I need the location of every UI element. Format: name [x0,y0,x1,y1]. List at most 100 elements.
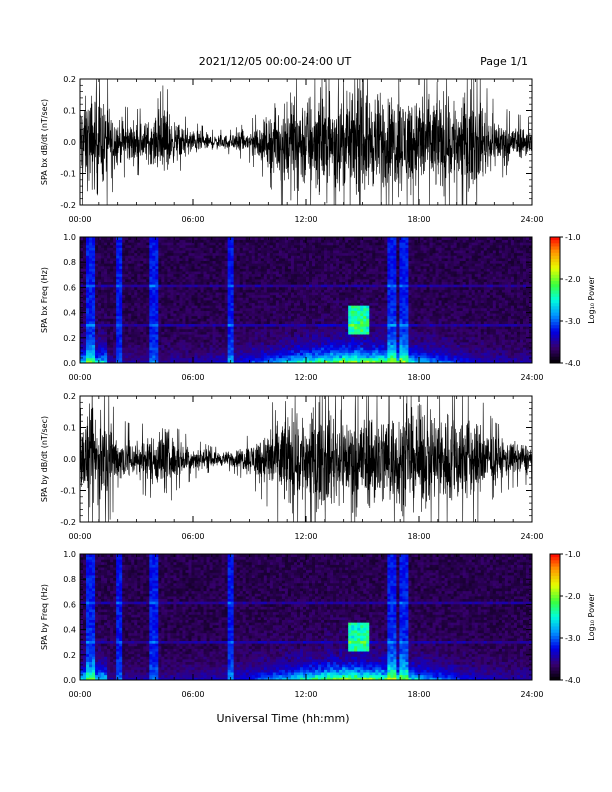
heatmap-cell [381,344,385,348]
heatmap-cell [86,307,90,311]
heatmap-cell [266,247,271,251]
heatmap-cell [149,286,153,290]
heatmap-cell [113,286,117,290]
heatmap-cell [266,297,271,301]
heatmap-cell [161,239,165,243]
heatmap-cell [287,305,292,309]
heatmap-cell [110,292,114,296]
heatmap-cell [221,310,226,314]
heatmap-cell [378,294,382,298]
heatmap-cell [248,297,253,301]
heatmap-cell [203,255,207,259]
heatmap-cell [302,342,307,346]
heatmap-cell [306,342,310,346]
heatmap-cell [360,305,364,309]
heatmap-cell [284,263,289,267]
heatmap-cell [140,342,144,346]
heatmap-cell [155,297,159,301]
heatmap-cell [333,336,337,340]
heatmap-cell [176,302,180,306]
heatmap-cell [309,265,313,269]
heatmap-cell [92,247,96,251]
heatmap-cell [272,244,277,248]
heatmap-cell [113,271,117,275]
heatmap-cell [176,334,180,338]
heatmap-cell [287,300,292,304]
heatmap-cell [306,352,310,356]
heatmap-cell [354,242,358,246]
heatmap-cell [327,276,331,280]
heatmap-cell [158,265,162,269]
heatmap-cell [302,260,307,264]
heatmap-cell [236,258,241,262]
heatmap-cell [128,289,132,293]
heatmap-cell [230,244,235,248]
heatmap-cell [116,300,120,304]
heatmap-cell [83,342,87,346]
heatmap-cell [224,273,229,277]
heatmap-cell [366,237,370,241]
heatmap-cell [351,284,355,288]
heatmap-cell [351,276,355,280]
heatmap-cell [333,268,337,272]
heatmap-cell [290,281,295,285]
heatmap-cell [167,284,171,288]
heatmap-cell [375,300,379,304]
heatmap-cell [248,349,253,353]
heatmap-cell [357,318,361,322]
heatmap-cell [281,284,286,288]
heatmap-cell [119,331,123,335]
heatmap-cell [378,276,382,280]
heatmap-cell [245,315,250,319]
heatmap-cell [263,258,268,262]
heatmap-cell [188,321,192,325]
heatmap-cell [128,349,132,353]
heatmap-cell [336,286,340,290]
heatmap-cell [266,318,271,322]
heatmap-cell [369,352,373,356]
heatmap-cell [158,268,162,272]
heatmap-cell [233,342,238,346]
heatmap-cell [83,247,87,251]
heatmap-cell [381,242,385,246]
heatmap-cell [128,281,132,285]
heatmap-cell [345,315,349,319]
heatmap-cell [209,321,213,325]
heatmap-cell [236,268,241,272]
heatmap-cell [95,260,99,264]
heatmap-cell [357,300,361,304]
heatmap-cell [345,279,349,283]
heatmap-cell [302,237,307,241]
heatmap-cell [197,263,201,267]
heatmap-cell [179,239,183,243]
heatmap-cell [312,276,316,280]
heatmap-cell [92,307,96,311]
heatmap-cell [302,302,307,306]
heatmap-cell [158,305,162,309]
heatmap-cell [366,252,370,256]
heatmap-cell [348,297,352,301]
heatmap-cell [269,334,274,338]
heatmap-cell [185,352,189,356]
heatmap-cell [104,305,108,309]
heatmap-cell [185,307,189,311]
heatmap-cell [92,297,96,301]
heatmap-cell [215,360,220,364]
heatmap-cell [236,313,241,317]
heatmap-cell [302,244,307,248]
heatmap-cell [360,347,364,351]
heatmap-cell [357,279,361,283]
heatmap-cell [149,247,153,251]
heatmap-cell [275,279,280,283]
heatmap-cell [351,239,355,243]
heatmap-cell [134,328,138,332]
heatmap-cell [363,300,367,304]
heatmap-cell [333,260,337,264]
heatmap-cell [266,279,271,283]
heatmap-cell [251,326,256,330]
heatmap-cell [269,289,274,293]
heatmap-cell [299,326,304,330]
heatmap-cell [339,258,343,262]
heatmap-cell [206,334,210,338]
heatmap-cell [143,305,147,309]
